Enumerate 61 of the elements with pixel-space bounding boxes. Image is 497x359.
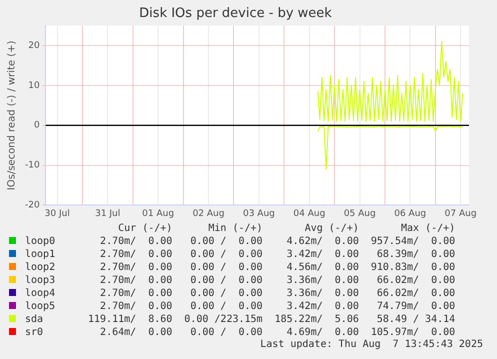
y-tick-label: 0	[34, 120, 40, 131]
text: 2.70m/ 0.00	[99, 300, 172, 313]
text: 3.42m/ 0.00	[286, 248, 359, 261]
text: 185.22m/ 5.06	[274, 313, 359, 326]
x-tick-label: 30 Jul	[44, 208, 70, 219]
text: 0.00 / 0.00	[189, 248, 263, 261]
text: 957.54m/ 0.00	[370, 235, 456, 248]
text: 3.42m/ 0.00	[286, 300, 359, 313]
text: 0.00 / 0.00	[189, 274, 263, 287]
text: 0.00 / 0.00	[189, 261, 263, 274]
text: 58.49 / 34.14	[376, 313, 456, 326]
y-tick-label: 20	[28, 40, 40, 51]
text: 4.69m/ 0.00	[286, 326, 359, 339]
text: 66.02m/ 0.00	[376, 287, 456, 300]
legend-label: sda	[24, 313, 44, 326]
text: Min (-/+)	[207, 222, 263, 235]
text: 2.70m/ 0.00	[99, 235, 172, 248]
text: 0.00 /223.15m	[183, 313, 263, 326]
y-axis-title: IOs/second read (-) / write (+)	[6, 40, 18, 190]
legend-label: loop1	[24, 248, 56, 261]
text: 105.97m/ 0.00	[370, 326, 456, 339]
text: Avg (-/+)	[304, 222, 359, 235]
y-tick-label: -20	[24, 200, 40, 211]
text: 74.79m/ 0.00	[376, 300, 456, 313]
text: 0.00 / 0.00	[189, 326, 263, 339]
text: Last update: Thu Aug 7 13:45:43 2025	[259, 339, 484, 350]
legend-label: loop3	[24, 274, 56, 287]
legend-label: loop2	[24, 261, 56, 274]
text: 0.00 / 0.00	[189, 235, 263, 248]
x-tick-label: 05 Aug	[344, 208, 376, 219]
x-tick-label: 02 Aug	[192, 208, 224, 219]
x-tick-label: 03 Aug	[242, 208, 275, 219]
x-tick-label: 31 Jul	[95, 208, 120, 219]
text: 3.36m/ 0.00	[286, 274, 359, 287]
legend-label: loop4	[24, 287, 56, 300]
text: 2.70m/ 0.00	[99, 248, 172, 261]
text: 4.62m/ 0.00	[286, 235, 359, 248]
x-tick-label: 04 Aug	[293, 208, 326, 219]
x-tick-label: 01 Aug	[142, 208, 174, 219]
legend-label: loop5	[24, 300, 56, 313]
x-tick-label: 07 Aug	[444, 208, 477, 219]
y-tick-label: -10	[24, 160, 40, 171]
y-tick-label: 10	[28, 80, 40, 91]
text: 3.36m/ 0.00	[286, 287, 359, 300]
text: 66.02m/ 0.00	[376, 274, 456, 287]
text: 0.00 / 0.00	[189, 300, 263, 313]
legend-label: sr0	[24, 326, 44, 339]
text: 2.70m/ 0.00	[99, 261, 172, 274]
text: 68.39m/ 0.00	[376, 248, 456, 261]
text: 2.70m/ 0.00	[99, 274, 172, 287]
text: 2.64m/ 0.00	[99, 326, 172, 339]
text: 910.83m/ 0.00	[370, 261, 456, 274]
text: Cur (-/+)	[117, 222, 172, 235]
chart-title: Disk IOs per device - by week	[139, 6, 332, 22]
text: 119.11m/ 8.60	[87, 313, 172, 326]
text: 4.56m/ 0.00	[286, 261, 359, 274]
text: 2.70m/ 0.00	[99, 287, 172, 300]
x-tick-label: 06 Aug	[394, 208, 426, 219]
legend-label: loop0	[24, 235, 56, 248]
text: Max (-/+)	[400, 222, 456, 235]
text: 0.00 / 0.00	[189, 287, 263, 300]
